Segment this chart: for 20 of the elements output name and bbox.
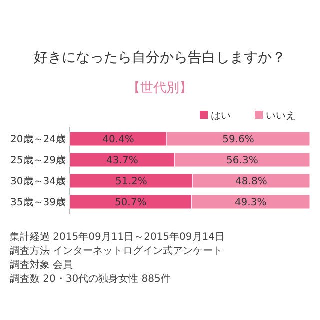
legend-label: いいえ (266, 111, 296, 122)
data-label: 51.2% (116, 176, 148, 188)
text: 調査対象 会員 (10, 259, 74, 271)
data-label: 50.7% (114, 198, 147, 208)
data-label: 43.7% (106, 156, 138, 166)
y-tick-label: 25歳～29歳 (10, 154, 66, 166)
data-label: 40.4% (102, 134, 134, 146)
data-label: 56.3% (226, 156, 258, 166)
legend-label: はい (211, 111, 231, 122)
y-tick-label: 35歳～39歳 (10, 196, 66, 208)
chart-title: 好きになったら自分から告白しますか？ (34, 50, 286, 66)
text: 調査数 20・30代の独身女性 885件 (10, 273, 171, 285)
data-label: 49.3% (234, 198, 267, 208)
y-tick-label: 20歳～24歳 (10, 134, 66, 146)
y-tick-label: 30歳～34歳 (10, 176, 66, 188)
chart-subtitle: 【世代別】 (128, 81, 192, 96)
data-label: 48.8% (236, 176, 268, 188)
text: 集計経過 2015年09月11日～2015年09月14日 (10, 231, 225, 243)
data-label: 59.6% (222, 134, 254, 146)
text: 調査方法 インターネットログイン式アンケート (10, 245, 224, 257)
